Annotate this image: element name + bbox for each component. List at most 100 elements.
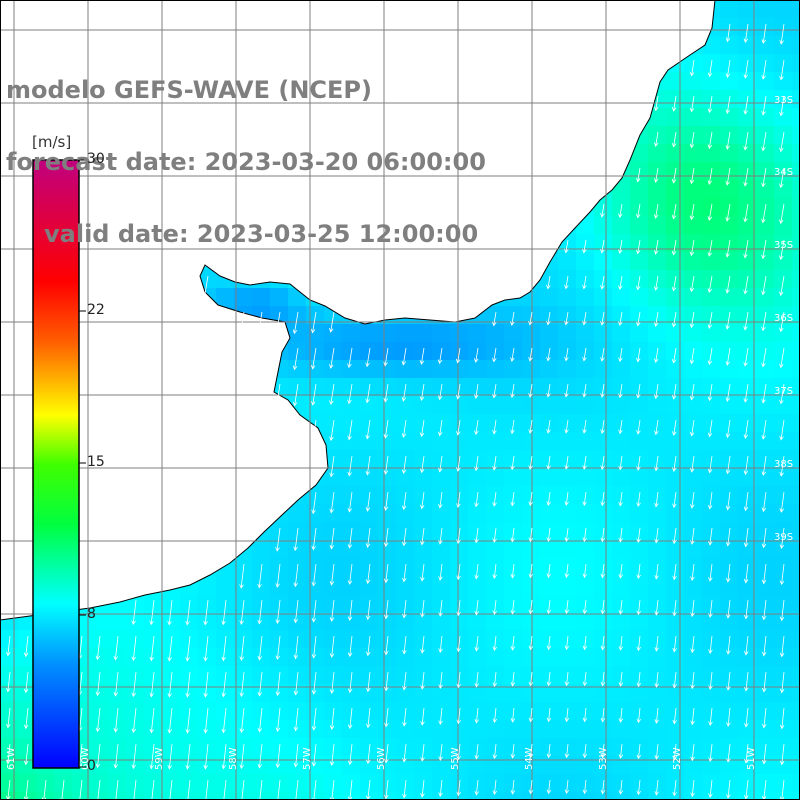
wind-arrow-head xyxy=(725,216,730,222)
wind-arrow-shaft xyxy=(204,635,209,661)
wind-arrow-shaft xyxy=(709,383,713,401)
wind-arrow-head xyxy=(203,620,208,626)
wind-arrow-head xyxy=(654,394,659,400)
wind-arrow-shaft xyxy=(583,239,587,253)
wind-arrow-head xyxy=(779,111,784,117)
field-cell xyxy=(360,558,378,576)
wind-arrow-shaft xyxy=(61,779,65,800)
field-cell xyxy=(630,738,648,756)
field-cell xyxy=(630,720,648,738)
field-cell xyxy=(432,378,450,396)
field-cell xyxy=(216,648,234,666)
wind-arrow-head xyxy=(726,758,731,763)
wind-arrow-head xyxy=(779,183,784,189)
field-cell xyxy=(288,702,306,720)
wind-arrow-shaft xyxy=(493,491,497,507)
wind-arrow-head xyxy=(690,720,695,726)
field-cell xyxy=(396,504,414,522)
field-cell xyxy=(306,324,324,342)
wind-arrow-shaft xyxy=(744,131,749,150)
field-cell xyxy=(756,378,774,396)
field-cell xyxy=(558,702,576,720)
field-cell xyxy=(468,522,486,540)
wind-arrow-shaft xyxy=(745,779,749,799)
field-cell xyxy=(756,792,774,800)
field-cell xyxy=(738,522,756,540)
wind-arrow-head xyxy=(725,361,730,366)
wind-arrow-head xyxy=(636,718,642,724)
wind-arrow-shaft xyxy=(384,383,389,402)
field-cell xyxy=(720,774,738,792)
wind-arrow-shaft xyxy=(762,419,767,440)
wind-arrow-head xyxy=(275,763,281,769)
wind-arrow-shaft xyxy=(493,563,497,579)
wind-arrow-shaft xyxy=(762,383,767,403)
lat-label: 35S xyxy=(774,240,793,251)
field-cell xyxy=(450,342,468,360)
field-cell xyxy=(306,648,324,666)
wind-arrow-shaft xyxy=(762,23,767,44)
wind-arrow-head xyxy=(707,504,713,510)
field-cell xyxy=(18,684,36,702)
wind-arrow-shaft xyxy=(349,599,353,621)
wind-arrow-head xyxy=(347,544,353,549)
wind-arrow-head xyxy=(761,182,766,188)
wind-arrow-shaft xyxy=(115,707,119,732)
field-cell xyxy=(360,738,378,756)
wind-arrow-shaft xyxy=(385,743,389,763)
wind-arrow-shaft xyxy=(601,203,605,217)
field-cell xyxy=(252,666,270,684)
field-cell xyxy=(540,468,558,486)
field-cell xyxy=(198,576,216,594)
field-cell xyxy=(522,522,540,540)
wind-arrow-shaft xyxy=(691,563,695,581)
wind-arrow-shaft xyxy=(240,635,245,661)
wind-arrow-head xyxy=(689,143,695,149)
field-cell xyxy=(360,576,378,594)
field-cell xyxy=(558,522,576,540)
field-cell xyxy=(450,666,468,684)
field-cell xyxy=(522,594,540,612)
wind-arrow-shaft xyxy=(745,491,749,511)
wind-arrow-head xyxy=(221,656,226,662)
field-cell xyxy=(738,198,756,216)
field-cell xyxy=(450,522,468,540)
field-cell xyxy=(774,108,792,126)
wind-arrow-head xyxy=(582,356,587,362)
wind-arrow-shaft xyxy=(655,635,659,652)
field-cell xyxy=(162,684,180,702)
field-cell xyxy=(630,198,648,216)
wind-arrow-shaft xyxy=(655,311,659,327)
field-cell xyxy=(576,252,594,270)
wind-arrow-shaft xyxy=(727,419,731,438)
field-cell xyxy=(324,630,342,648)
wind-arrow-head xyxy=(654,430,659,436)
wind-arrow-shaft xyxy=(708,311,713,329)
wind-arrow-head xyxy=(474,574,479,580)
wind-arrow-shaft xyxy=(331,671,335,694)
wind-arrow-head xyxy=(383,506,389,511)
wind-arrow-shaft xyxy=(548,743,551,758)
field-cell xyxy=(378,666,396,684)
wind-arrow-head xyxy=(347,435,352,441)
wind-arrow-head xyxy=(564,537,569,542)
wind-arrow-shaft xyxy=(601,239,605,253)
wind-arrow-shaft xyxy=(547,311,551,325)
field-cell xyxy=(288,594,306,612)
field-cell xyxy=(684,378,702,396)
wind-arrow-shaft xyxy=(726,347,731,366)
field-cell xyxy=(738,180,756,198)
wind-arrow-head xyxy=(672,503,677,509)
wind-arrow-head xyxy=(238,330,243,336)
field-cell xyxy=(774,648,792,666)
field-cell xyxy=(180,630,198,648)
field-cell xyxy=(612,216,630,234)
field-cell xyxy=(468,774,486,792)
wind-arrow-shaft xyxy=(655,779,659,796)
field-cell xyxy=(576,504,594,522)
wind-arrow-head xyxy=(383,433,389,439)
wind-arrow-head xyxy=(672,467,677,472)
wind-arrow-shaft xyxy=(222,707,227,733)
wind-arrow-shaft xyxy=(619,203,623,218)
wind-arrow-head xyxy=(689,323,695,329)
